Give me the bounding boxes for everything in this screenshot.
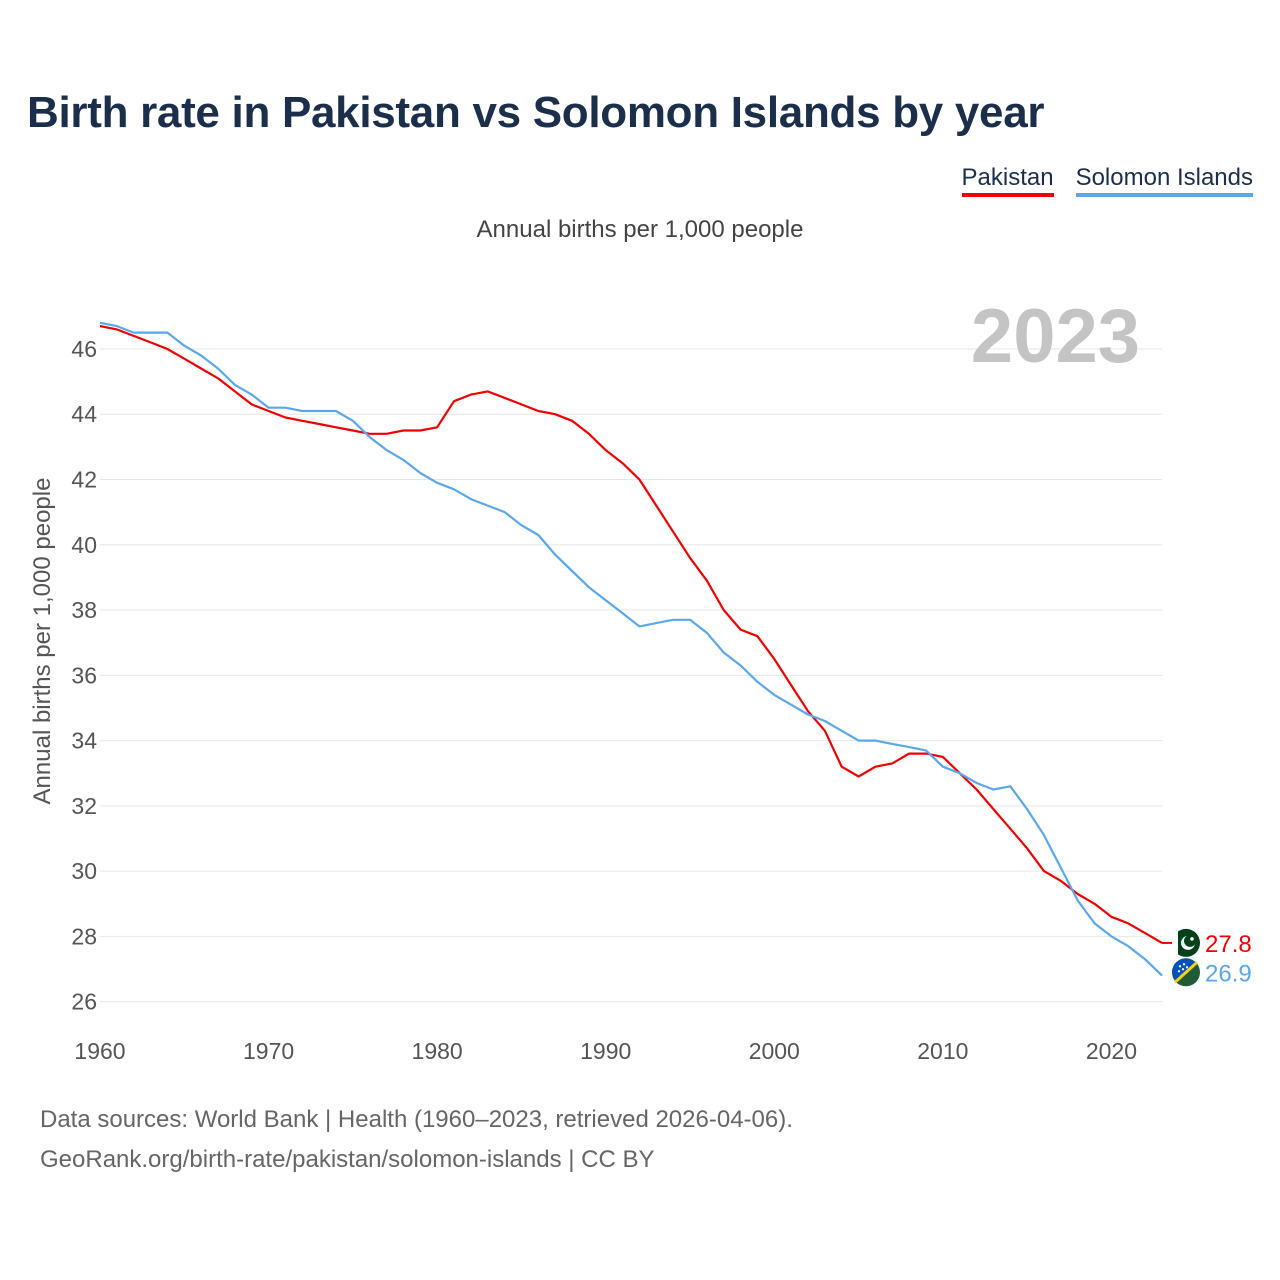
end-value-label: 26.9 xyxy=(1205,960,1252,987)
legend: Pakistan Solomon Islands xyxy=(961,164,1253,197)
x-tick-label: 1980 xyxy=(412,1038,463,1064)
flag-star xyxy=(1181,968,1185,971)
source-link[interactable]: GeoRank.org/birth-rate/pakistan/solomon-… xyxy=(40,1146,655,1173)
x-tick-label: 2000 xyxy=(749,1038,800,1064)
line-chart: 26 28 30 32 34 36 38 40 42 44 46 1960 1970 1980 1990 20… xyxy=(29,294,1252,1064)
flag-star xyxy=(1177,970,1181,973)
legend-pakistan[interactable]: Pakistan xyxy=(961,164,1054,197)
flag-star xyxy=(1190,937,1194,941)
legend-solomon-islands[interactable]: Solomon Islands xyxy=(1075,164,1253,197)
y-axis-label: Annual births per 1,000 people xyxy=(29,478,56,805)
y-tick-label: 40 xyxy=(71,532,97,558)
source-line: Data sources: World Bank | Health (1960–… xyxy=(40,1106,793,1133)
x-tick-label: 1990 xyxy=(580,1038,631,1064)
x-tick-label: 1970 xyxy=(243,1038,294,1064)
y-tick-label: 32 xyxy=(71,793,97,819)
y-tick-label: 26 xyxy=(71,989,97,1015)
year-watermark: 2023 xyxy=(971,294,1140,379)
chart-title: Birth rate in Pakistan vs Solomon Island… xyxy=(27,88,1045,137)
flag-star xyxy=(1182,963,1186,966)
y-tick-label: 34 xyxy=(71,728,97,754)
flag-star xyxy=(1185,966,1189,969)
flag-blue-field xyxy=(1172,958,1196,983)
x-tick-label: 1960 xyxy=(74,1038,125,1064)
x-tick-label: 2010 xyxy=(917,1038,968,1064)
y-tick-label: 46 xyxy=(71,336,97,362)
flag-star xyxy=(1178,965,1182,968)
series-line-solomon-islands xyxy=(99,321,1163,977)
flag-yellow-stripe xyxy=(1173,961,1199,984)
y-tick-label: 30 xyxy=(71,858,97,884)
end-value-label: 27.8 xyxy=(1205,931,1252,958)
solomon-islands-flag-icon xyxy=(1172,958,1200,987)
y-tick-label: 28 xyxy=(71,923,97,949)
y-tick-label: 38 xyxy=(71,597,97,623)
x-tick-label: 2020 xyxy=(1086,1038,1137,1064)
chart-subtitle: Annual births per 1,000 people xyxy=(476,216,804,243)
y-tick-label: 44 xyxy=(71,401,97,427)
flag-crescent-cut xyxy=(1184,934,1196,947)
flag-white-band xyxy=(1172,928,1178,957)
series-line-pakistan xyxy=(99,325,1163,944)
pakistan-flag-icon xyxy=(1162,928,1200,957)
y-tick-label: 42 xyxy=(71,467,97,493)
y-tick-label: 36 xyxy=(71,662,97,688)
